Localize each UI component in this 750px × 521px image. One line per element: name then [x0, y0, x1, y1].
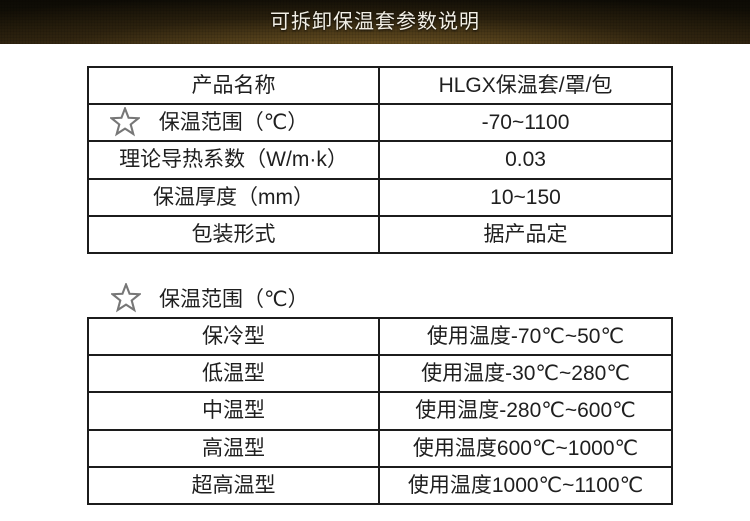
section-header: 保温范围（℃） — [87, 281, 669, 315]
row-value: HLGX保温套/罩/包 — [438, 74, 613, 98]
row-label: 超高温型 — [89, 467, 380, 503]
row-thickness: 保温厚度（mm） 10~150 — [89, 177, 671, 215]
star-outline-icon — [110, 107, 140, 137]
row-insulation-range: 保温范围（℃） -70~1100 — [89, 103, 671, 141]
section-title: 保温范围（℃） — [159, 288, 309, 311]
row-label: 保温厚度（mm） — [89, 179, 380, 215]
row-label: 包装形式 — [89, 216, 380, 252]
row-label: 产品名称 — [89, 68, 380, 104]
row-value: 使用温度-70℃~50℃ — [426, 325, 625, 349]
range-table: 保冷型 使用温度-70℃~50℃ 低温型 使用温度-30℃~280℃ 中温型 使… — [87, 317, 673, 505]
row-value: 使用温度-280℃~600℃ — [415, 399, 636, 423]
row-thermal-conductivity: 理论导热系数（W/m·k） 0.03 — [89, 140, 671, 178]
header-banner: 可拆卸保温套参数说明 — [0, 0, 750, 44]
row-value: 使用温度600℃~1000℃ — [412, 436, 639, 460]
row-ultra-high-temp-type: 超高温型 使用温度1000℃~1100℃ — [89, 465, 671, 503]
star-outline-icon — [111, 283, 141, 313]
row-label-text: 保温范围（℃） — [158, 111, 309, 135]
row-label: 中温型 — [89, 393, 380, 429]
row-label: 保温范围（℃） — [89, 105, 380, 141]
row-value: 使用温度1000℃~1100℃ — [407, 473, 644, 497]
spec-table: 产品名称 HLGX保温套/罩/包 保温范围（℃） -70~1100 理论导热系数… — [87, 66, 673, 254]
row-value: 使用温度-30℃~280℃ — [421, 362, 630, 386]
row-cold-type: 保冷型 使用温度-70℃~50℃ — [89, 319, 671, 355]
row-label: 理论导热系数（W/m·k） — [89, 142, 380, 178]
row-high-temp-type: 高温型 使用温度600℃~1000℃ — [89, 428, 671, 466]
row-value: 0.03 — [505, 148, 546, 172]
row-mid-temp-type: 中温型 使用温度-280℃~600℃ — [89, 391, 671, 429]
row-value: -70~1100 — [481, 111, 570, 135]
row-value: 据产品定 — [483, 222, 568, 246]
row-low-temp-type: 低温型 使用温度-30℃~280℃ — [89, 354, 671, 392]
row-label: 保冷型 — [89, 319, 380, 355]
row-label: 低温型 — [89, 356, 380, 392]
page-title: 可拆卸保温套参数说明 — [270, 11, 480, 33]
row-label: 高温型 — [89, 430, 380, 466]
row-product-name: 产品名称 HLGX保温套/罩/包 — [89, 68, 671, 104]
row-value: 10~150 — [490, 185, 561, 209]
row-packaging: 包装形式 据产品定 — [89, 214, 671, 252]
